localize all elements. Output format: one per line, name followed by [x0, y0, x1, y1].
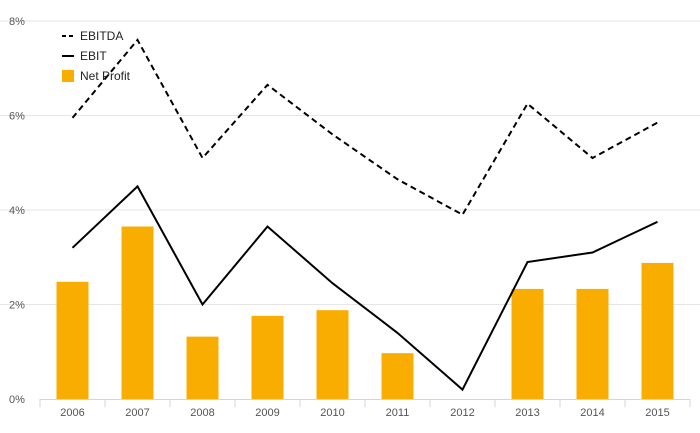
net-profit-bar [121, 226, 154, 399]
legend-label: Net Profit [80, 69, 131, 83]
x-tick-label: 2006 [60, 407, 84, 419]
net-profit-bar [251, 315, 284, 399]
y-tick-label: 2% [9, 300, 25, 312]
legend-label: EBITDA [80, 29, 123, 43]
net-profit-bar [186, 336, 219, 399]
x-axis: 2006 2007 2008 2009 2010 2011 2012 2013 2014 2015 [39, 399, 691, 419]
x-tick-label: 2011 [386, 407, 410, 419]
x-tick-label: 2013 [515, 407, 539, 419]
y-tick-label: 0% [9, 394, 25, 406]
net-profit-bar [56, 281, 89, 399]
ebit-line [71, 184, 658, 392]
x-tick-label: 2012 [450, 407, 474, 419]
x-tick-label: 2015 [645, 407, 669, 419]
x-tick-label: 2010 [320, 407, 344, 419]
legend-label: EBIT [80, 49, 107, 63]
net-profit-bar [576, 288, 609, 399]
y-tick-label: 4% [9, 205, 25, 217]
y-tick-label: 6% [9, 111, 25, 123]
legend-marker-net-profit [62, 70, 74, 82]
y-axis-ticks: 0% 2% 4% 6% 8% [9, 16, 25, 406]
x-tick-label: 2007 [125, 407, 149, 419]
net-profit-bar [511, 288, 544, 399]
line-series [71, 38, 658, 392]
net-profit-bars [56, 226, 674, 399]
y-tick-label: 8% [9, 16, 25, 28]
x-tick-label: 2014 [580, 407, 604, 419]
net-profit-bar [316, 310, 349, 399]
net-profit-bar [381, 353, 414, 399]
legend: EBITDA EBIT Net Profit [62, 29, 131, 83]
x-tick-label: 2008 [190, 407, 214, 419]
ebitda-line [71, 38, 658, 217]
net-profit-bar [641, 262, 674, 399]
x-tick-label: 2009 [255, 407, 279, 419]
gridlines [0, 20, 700, 305]
